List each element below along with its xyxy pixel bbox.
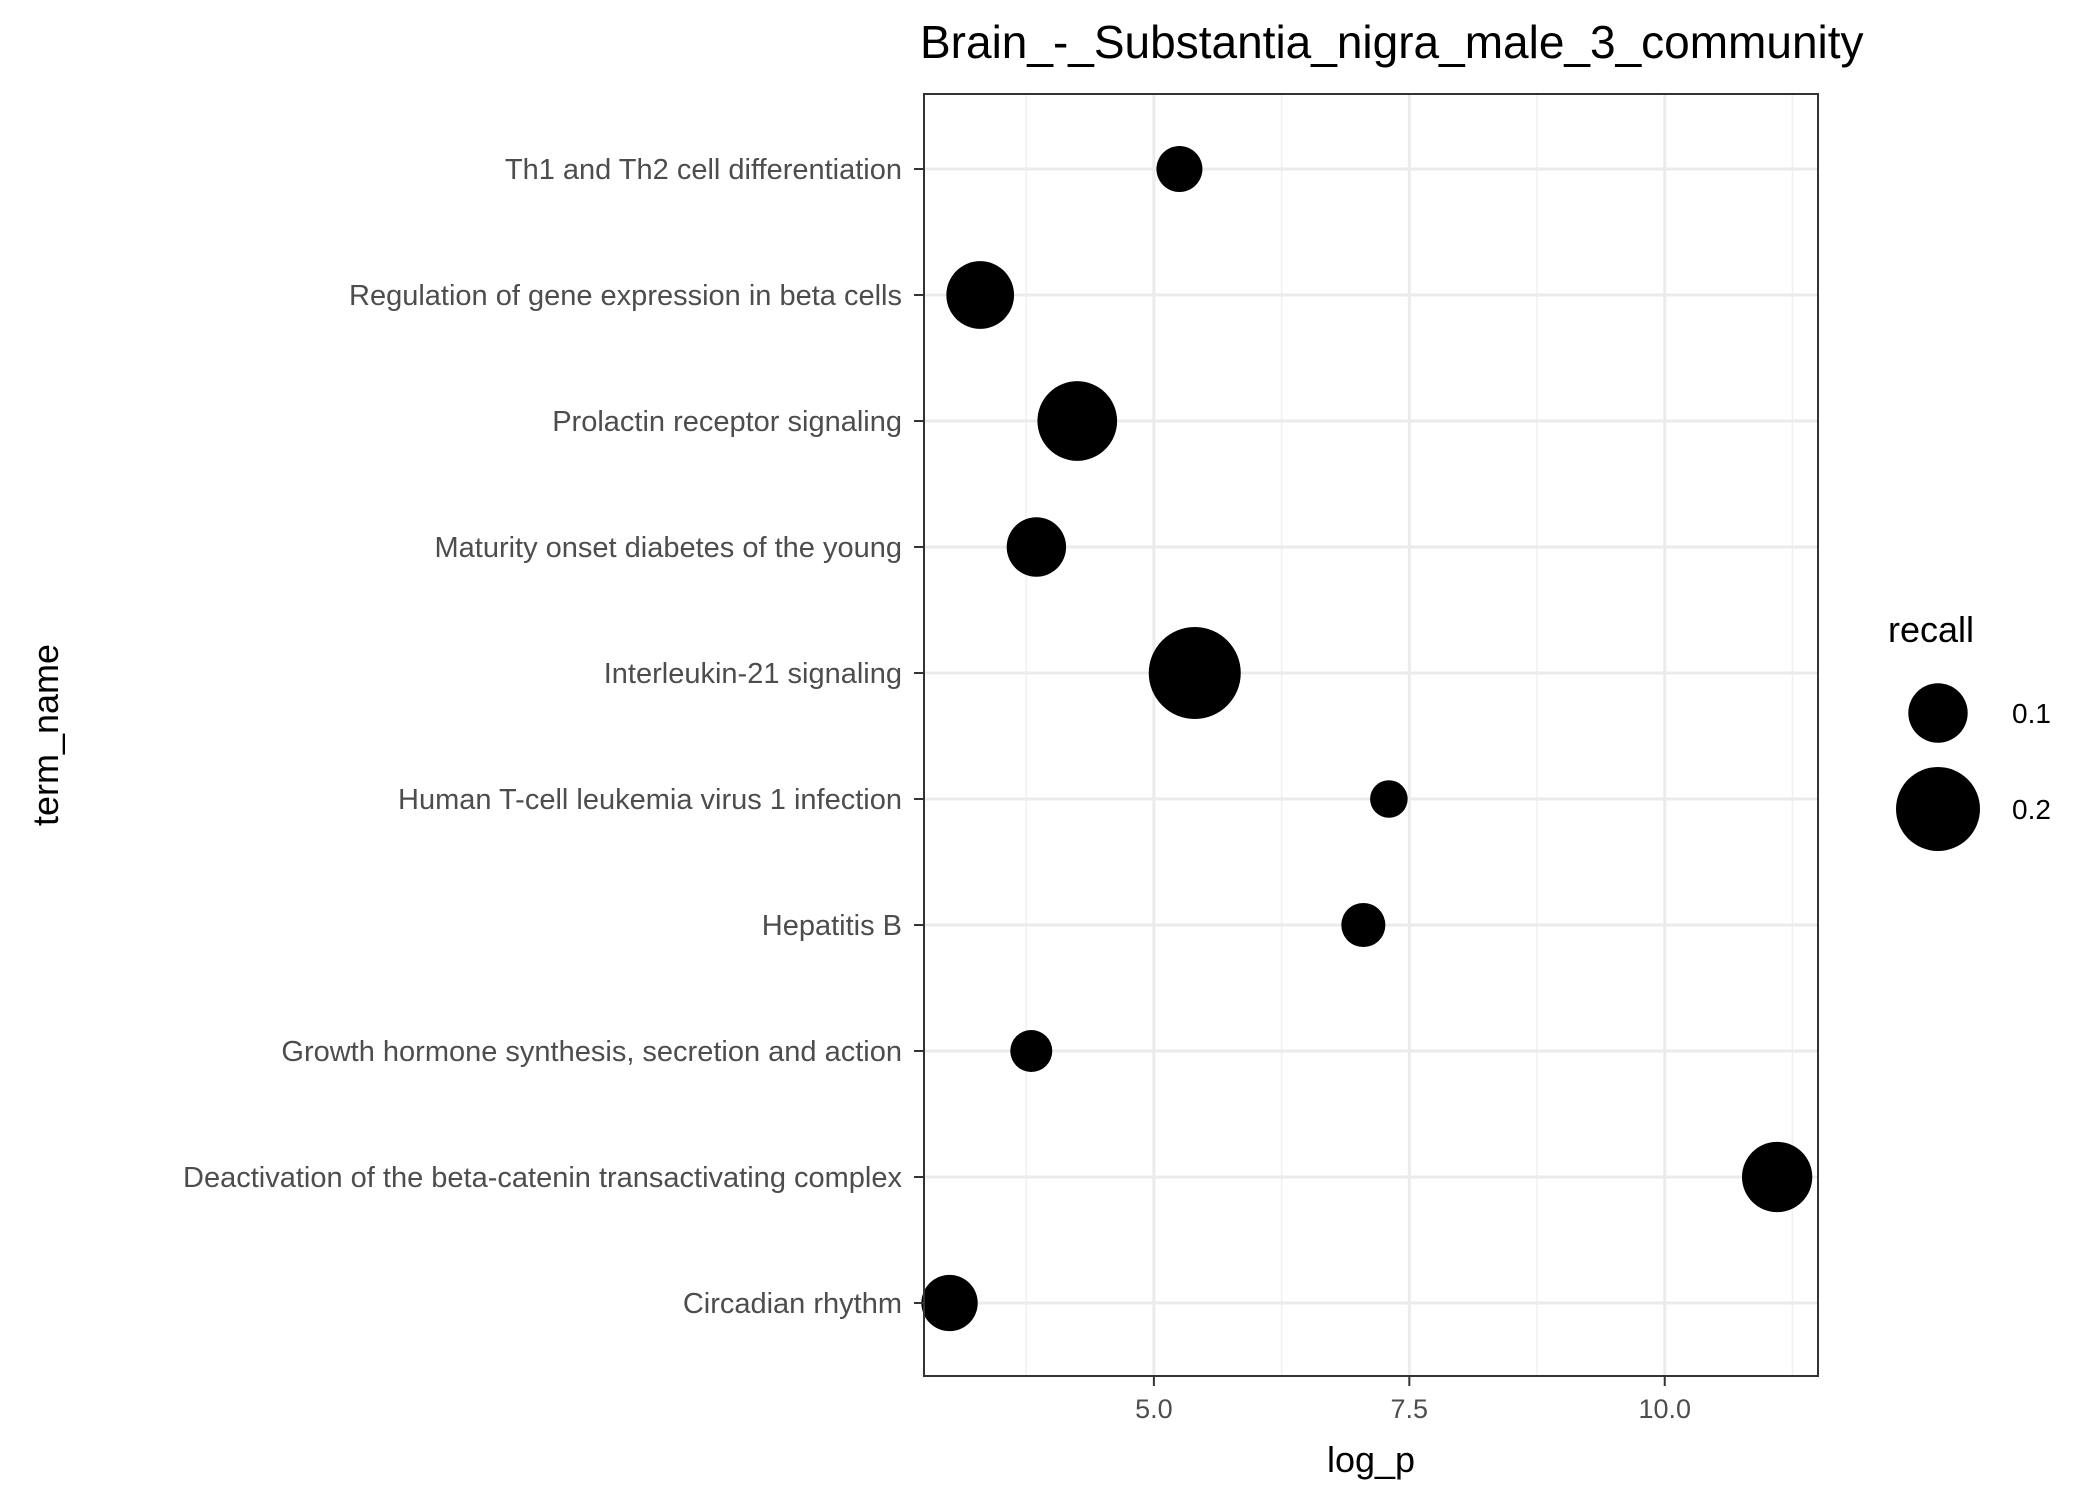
x-tick-label: 10.0 — [1638, 1394, 1691, 1424]
x-axis: 5.0 7.5 10.0 — [1135, 1376, 1691, 1424]
data-points — [921, 145, 1813, 1332]
data-point — [1741, 1141, 1813, 1213]
x-tick-label: 7.5 — [1391, 1394, 1429, 1424]
data-point — [1037, 381, 1118, 461]
y-tick-label: Th1 and Th2 cell differentiation — [505, 154, 902, 186]
x-axis-label: log_p — [1327, 1439, 1415, 1480]
y-axis: Th1 and Th2 cell differentiation Regulati… — [183, 154, 924, 1320]
y-tick-label: Prolactin receptor signaling — [552, 406, 902, 438]
data-point — [921, 1274, 978, 1332]
data-point — [946, 261, 1015, 329]
y-tick-label: Regulation of gene expression in beta ce… — [349, 280, 902, 312]
legend-key — [1908, 683, 1968, 743]
legend: recall 0.1 0.2 — [1888, 609, 2051, 851]
y-tick-label: Human T-cell leukemia virus 1 infection — [398, 784, 902, 816]
data-point — [1006, 517, 1067, 577]
data-point — [1148, 626, 1241, 720]
data-point — [1370, 780, 1408, 818]
y-tick-label: Interleukin-21 signaling — [604, 658, 902, 690]
data-point — [1341, 902, 1386, 948]
legend-title: recall — [1888, 609, 1974, 650]
y-tick-label: Growth hormone synthesis, secretion and … — [281, 1036, 902, 1068]
data-point — [1010, 1030, 1053, 1072]
legend-label: 0.2 — [2012, 794, 2051, 825]
y-axis-label: term_name — [25, 644, 66, 826]
y-tick-label: Deactivation of the beta-catenin transac… — [183, 1162, 902, 1194]
y-tick-label: Circadian rhythm — [683, 1288, 902, 1320]
data-point — [1156, 145, 1203, 193]
minor-gridlines — [1025, 94, 1794, 1376]
y-tick-label: Maturity onset diabetes of the young — [434, 532, 902, 564]
x-tick-label: 5.0 — [1135, 1394, 1173, 1424]
plot-panel — [924, 94, 1818, 1376]
y-tick-label: Hepatitis B — [762, 910, 902, 942]
legend-label: 0.1 — [2012, 698, 2051, 729]
legend-key — [1896, 767, 1980, 851]
chart-title: Brain_-_Substantia_nigra_male_3_communit… — [920, 16, 1864, 68]
plot-panel-border — [923, 93, 1819, 1377]
